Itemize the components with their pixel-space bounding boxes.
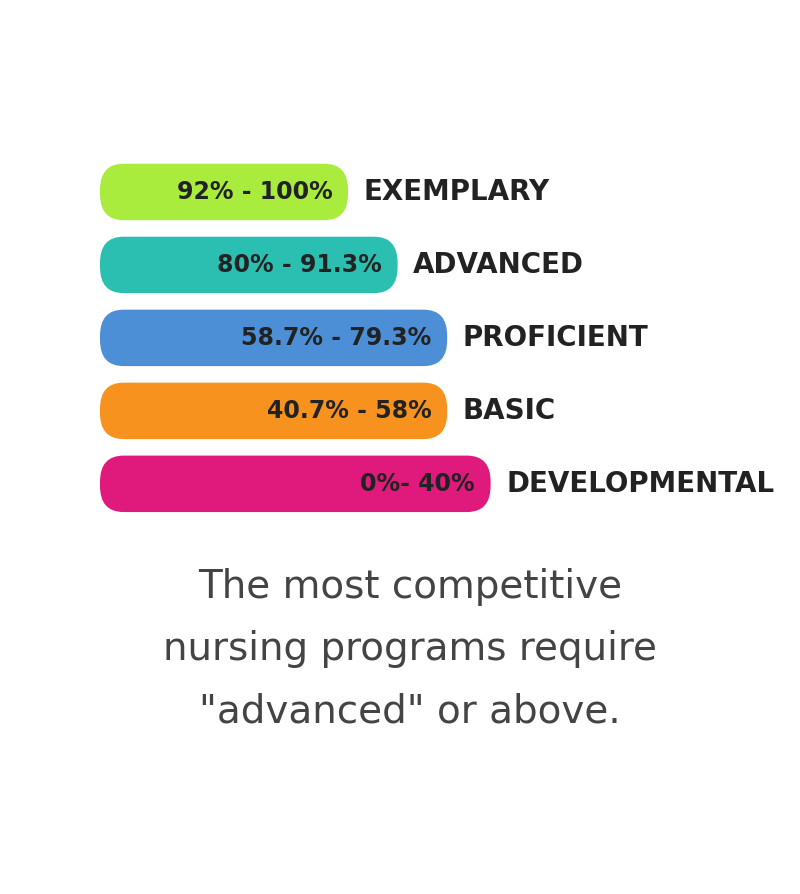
Text: 80% - 91.3%: 80% - 91.3%	[218, 253, 382, 277]
Text: EXEMPLARY: EXEMPLARY	[363, 178, 550, 206]
Text: nursing programs require: nursing programs require	[163, 630, 657, 669]
Text: DEVELOPMENTAL: DEVELOPMENTAL	[506, 470, 774, 498]
Text: 0%- 40%: 0%- 40%	[361, 472, 475, 496]
Text: 92% - 100%: 92% - 100%	[177, 180, 333, 204]
FancyBboxPatch shape	[100, 383, 447, 439]
Text: The most competitive: The most competitive	[198, 569, 622, 606]
Text: PROFICIENT: PROFICIENT	[462, 324, 649, 352]
FancyBboxPatch shape	[100, 309, 447, 367]
Text: ADVANCED: ADVANCED	[413, 251, 584, 279]
FancyBboxPatch shape	[100, 164, 348, 220]
FancyBboxPatch shape	[100, 237, 398, 293]
Text: 58.7% - 79.3%: 58.7% - 79.3%	[242, 326, 432, 350]
Text: BASIC: BASIC	[462, 397, 556, 425]
Text: "advanced" or above.: "advanced" or above.	[199, 692, 621, 730]
Text: 40.7% - 58%: 40.7% - 58%	[267, 399, 432, 423]
FancyBboxPatch shape	[100, 456, 490, 512]
